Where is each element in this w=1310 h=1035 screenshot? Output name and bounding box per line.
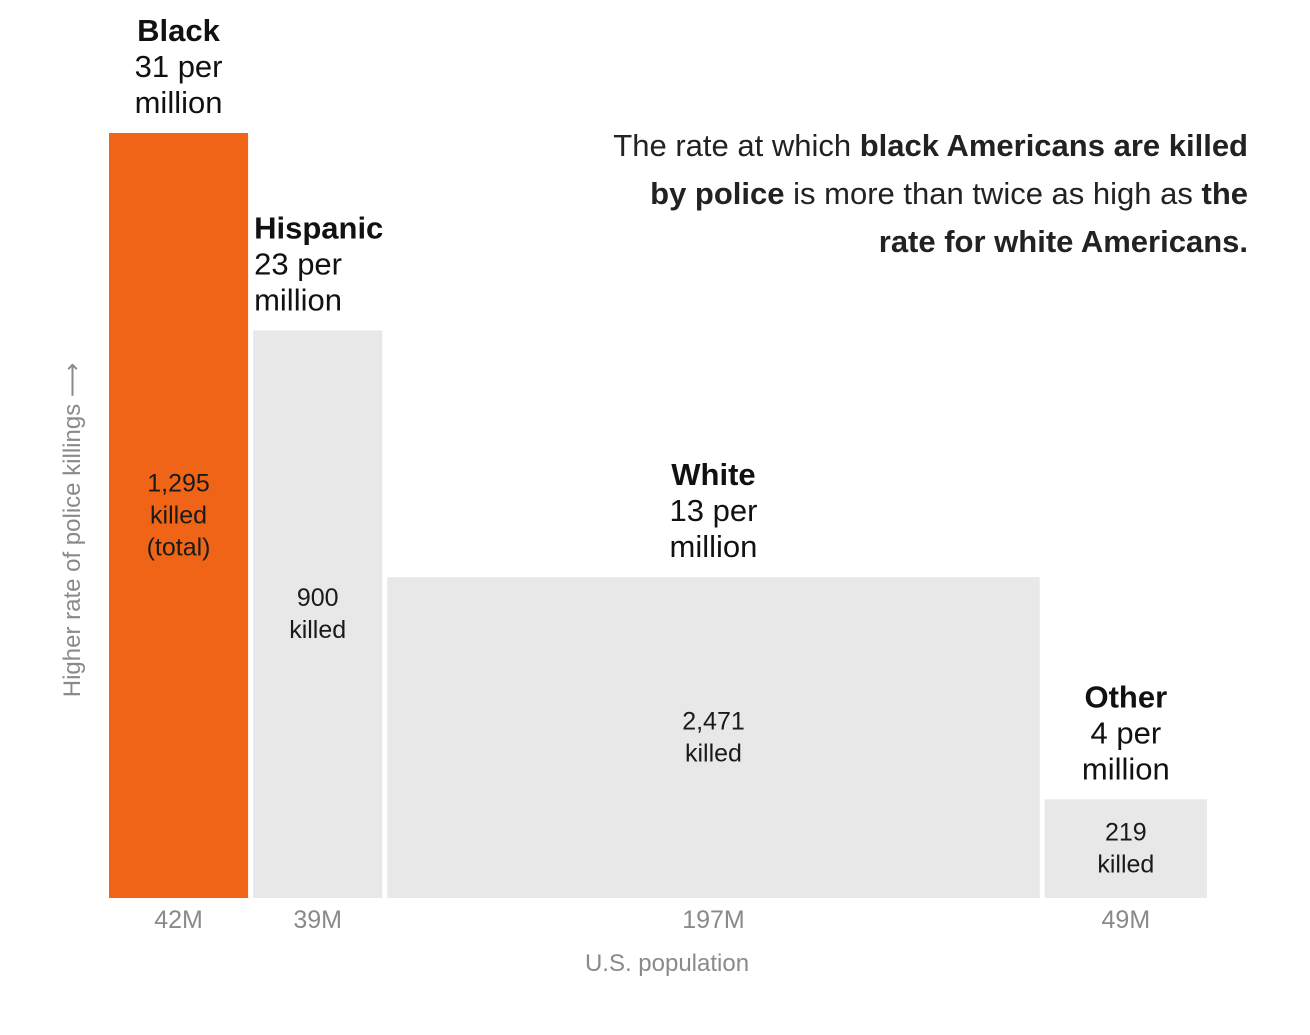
killed-label-other: 219 killed [1097,819,1154,879]
category-label-other: Other [1085,679,1168,714]
population-label-hispanic: 39M [293,906,342,934]
x-axis-label: U.S. population [585,950,749,977]
killed-label-white: 2,471 killed [682,708,745,768]
population-label-black: 42M [154,906,203,934]
category-label-hispanic: Hispanic [254,210,383,245]
killed-label-hispanic: 900 killed [289,584,346,644]
bar-black [109,133,249,898]
category-label-white: White [671,457,755,492]
annotation-bold-2: the rate for white Americans. [878,176,1248,259]
annotation-bold-1: black Americans are killed by police [650,128,1248,211]
annotation-text-1: The rate at which [613,128,860,163]
y-axis-label: Higher rate of police killings ⟶ [59,363,86,698]
rate-label-white: 13 per million [670,493,758,564]
rate-label-other: 4 per million [1082,715,1170,786]
population-label-other: 49M [1102,906,1151,934]
rate-label-black: 31 per million [135,49,223,120]
annotation-text-2: is more than twice as high as [784,176,1202,211]
bar-other [1044,799,1207,898]
population-label-white: 197M [682,906,745,934]
rate-label-hispanic: 23 per million [254,246,342,317]
bar-hispanic [253,330,383,899]
bar-white [387,577,1040,898]
category-label-black: Black [137,13,220,48]
annotation: The rate at which black Americans are ki… [600,122,1248,266]
killed-label-black: 1,295 killed (total) [147,470,211,562]
